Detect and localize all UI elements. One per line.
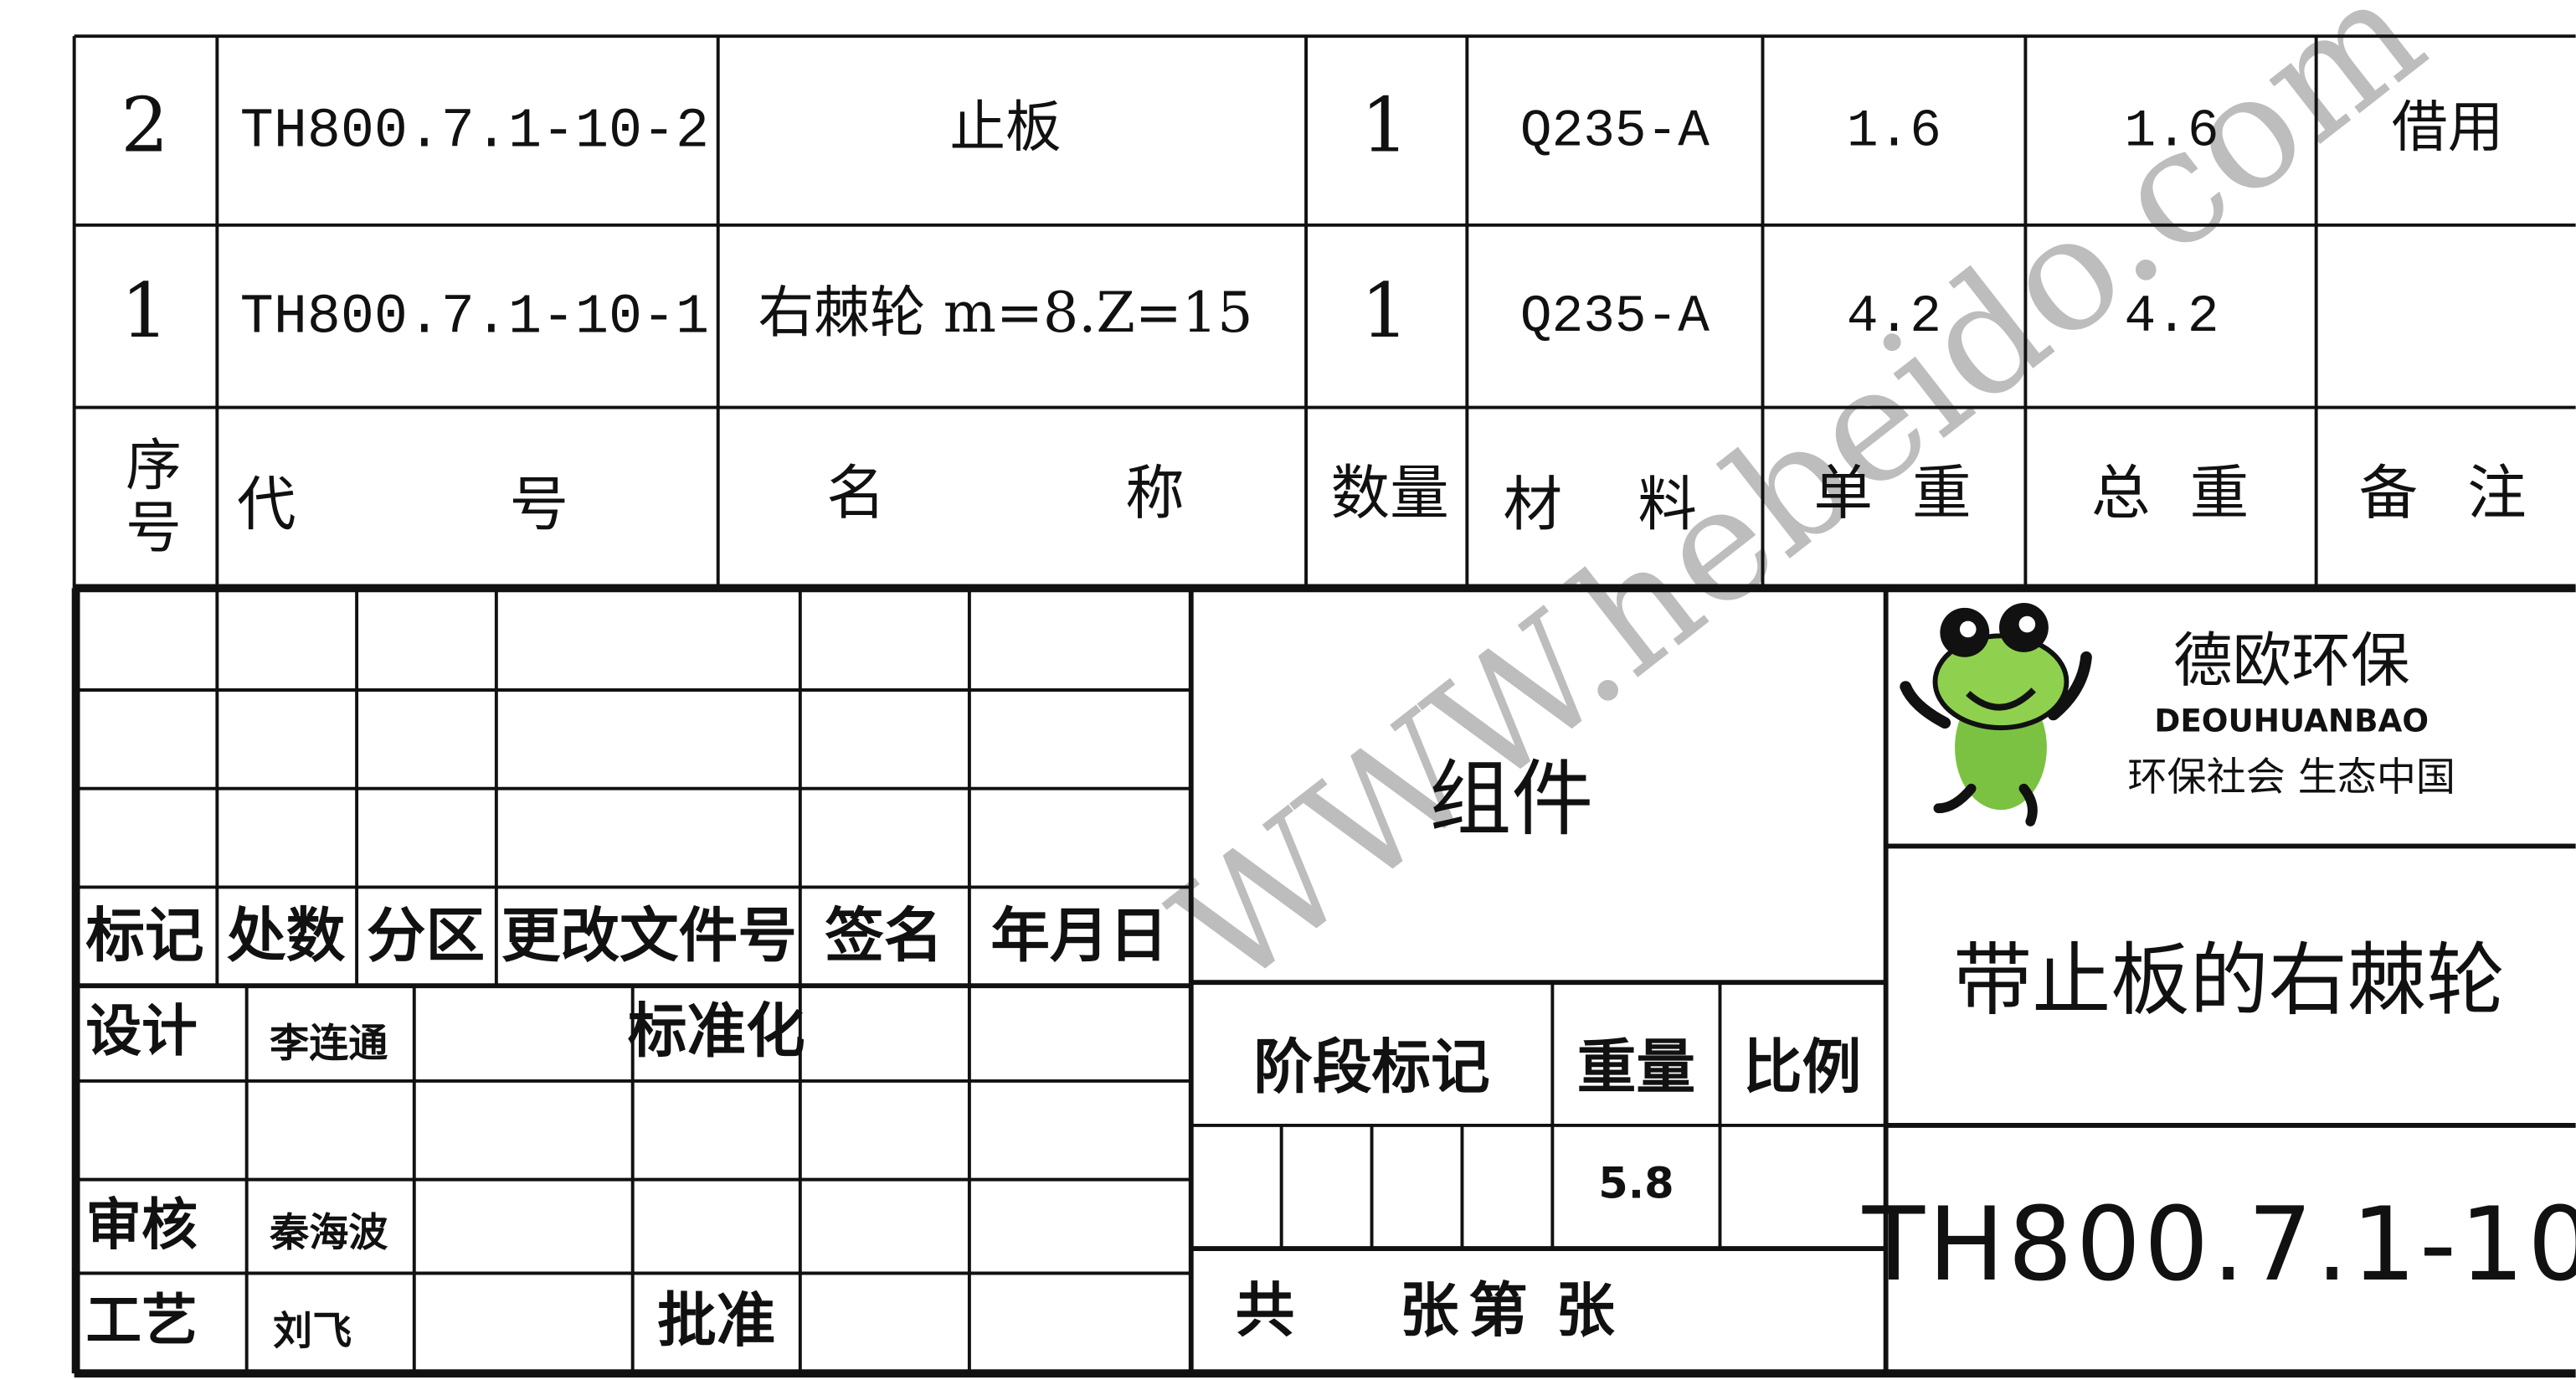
logo-legs — [1933, 783, 2038, 826]
logo-arm — [2047, 651, 2092, 721]
logo-eye-shine — [1959, 620, 1977, 638]
sheet-count: 张 — [1400, 1275, 1459, 1345]
total-weight: 1.6 — [2125, 102, 2219, 162]
assembly-label: 组件 — [1429, 752, 1593, 847]
design-label: 设计 — [85, 998, 197, 1063]
company-name: 德欧环保 — [2173, 626, 2409, 695]
part-name: 右棘轮 m=8.Z=15 — [758, 280, 1253, 345]
process-name: 刘飞 — [273, 1309, 352, 1355]
header-quantity: 数量 — [1331, 458, 1449, 528]
standardization-label: 标准化 — [628, 996, 805, 1066]
revision-header: 年月日 — [990, 901, 1168, 971]
remark: 借用 — [2392, 94, 2503, 159]
company-pinyin: DEOUHUANBAO — [2154, 703, 2429, 739]
review-label: 审核 — [85, 1192, 197, 1258]
item-number: 2 — [121, 81, 168, 169]
weight-value: 5.8 — [1598, 1159, 1674, 1208]
part-code: TH800.7.1-10-2 — [240, 100, 709, 164]
drawing-name: 带止板的右棘轮 — [1953, 935, 2505, 1027]
header-total-weight: 总重 — [2091, 458, 2288, 528]
header-item-number: 序号 — [117, 435, 183, 560]
logo — [1900, 603, 2092, 826]
approval-label: 批准 — [657, 1285, 775, 1355]
part-name: 止板 — [949, 94, 1061, 159]
process-label: 工艺 — [85, 1287, 197, 1352]
quantity: 1 — [1361, 81, 1409, 169]
stage-mark-label: 阶段标记 — [1253, 1032, 1489, 1102]
total-weight: 4.2 — [2125, 287, 2219, 347]
sheet-count: 第 — [1468, 1275, 1528, 1345]
sheet-count: 共 — [1236, 1275, 1295, 1345]
scale-label: 比例 — [1743, 1032, 1861, 1102]
revision-header: 标记 — [85, 901, 203, 971]
part-code: TH800.7.1-10-1 — [240, 286, 709, 349]
header-material: 材料 — [1504, 470, 1773, 539]
header-unit-weight: 单重 — [1813, 458, 2010, 528]
weight-label: 重量 — [1577, 1032, 1695, 1102]
reviewer-name: 秦海波 — [269, 1210, 388, 1256]
unit-weight: 4.2 — [1847, 287, 1941, 347]
header-remark: 备注 — [2359, 458, 2576, 528]
designer-name: 李连通 — [270, 1021, 388, 1067]
header-name: 名称 — [826, 458, 1424, 528]
material: Q235-A — [1520, 102, 1710, 162]
material: Q235-A — [1520, 287, 1710, 347]
revision-header: 分区 — [367, 901, 485, 971]
revision-header: 签名 — [825, 901, 943, 971]
drawing-number: TH800.7.1-10 — [1862, 1185, 2576, 1304]
unit-weight: 1.6 — [1847, 102, 1941, 162]
revision-header: 更改文件号 — [501, 901, 797, 971]
logo-eye-shine — [2018, 615, 2036, 633]
sheet-count: 张 — [1555, 1275, 1615, 1345]
logo-mouth — [1966, 687, 2036, 711]
revision-header: 处数 — [227, 901, 346, 971]
quantity: 1 — [1361, 267, 1409, 355]
item-number: 1 — [121, 267, 168, 355]
company-slogan: 环保社会 生态中国 — [2127, 754, 2455, 801]
logo-arm — [1900, 681, 1951, 729]
header-code: 代号 — [237, 470, 782, 539]
